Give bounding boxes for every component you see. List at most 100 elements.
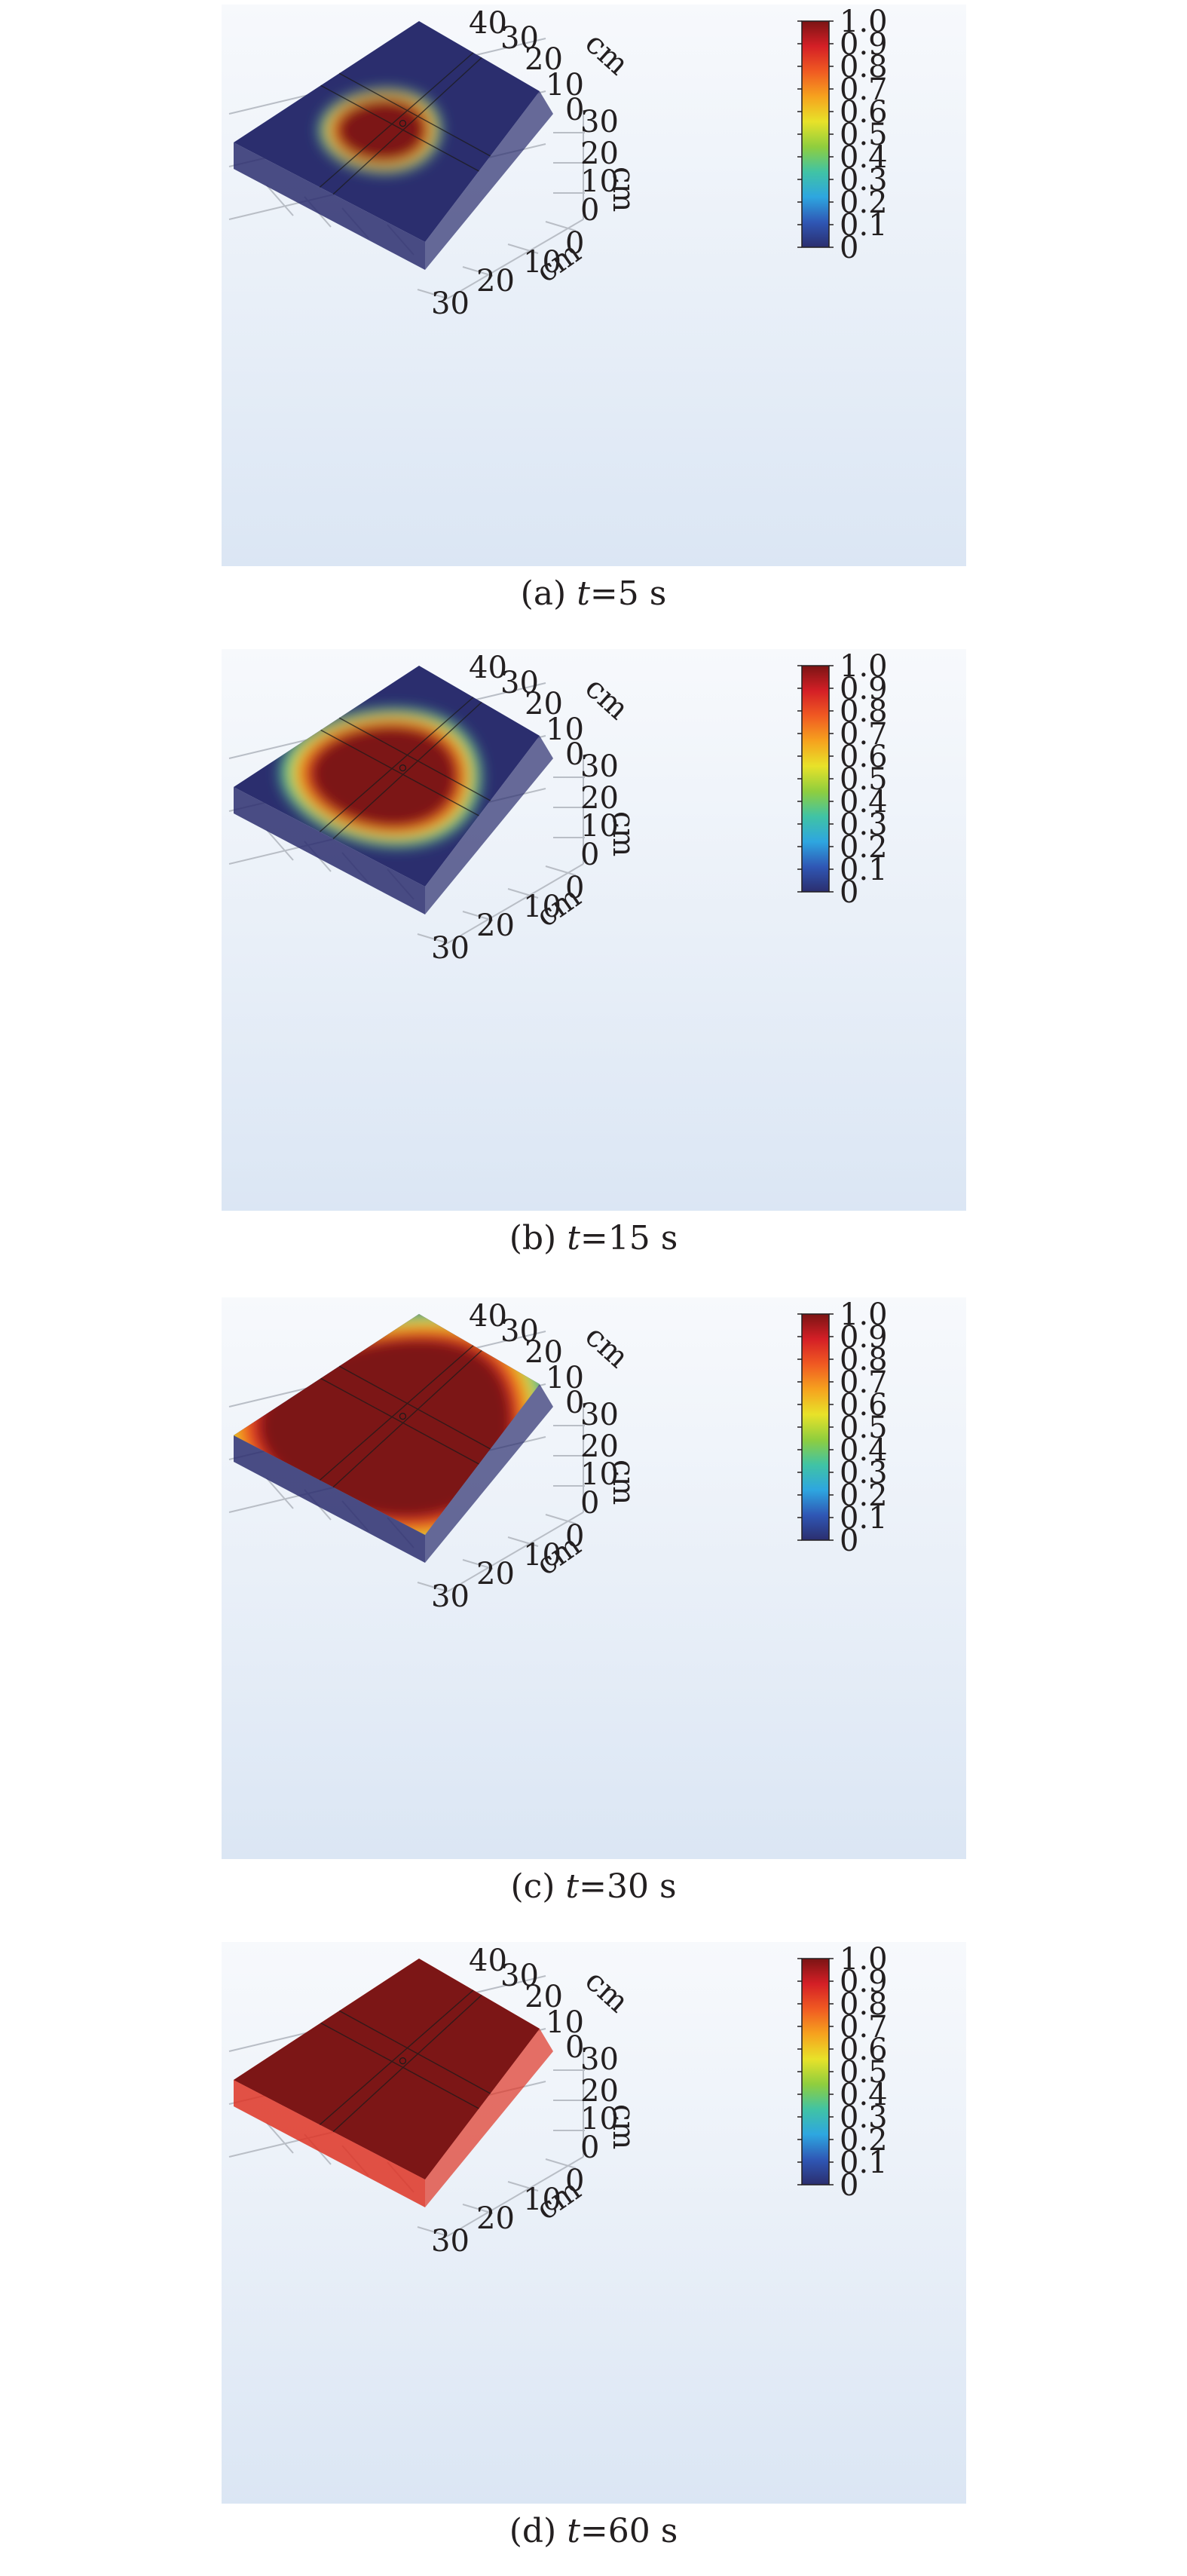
colorbar-tick-label: 0 (840, 875, 858, 910)
colorbar-tick-labels: 1.00.90.80.70.60.50.40.30.20.10 (797, 649, 888, 910)
y-axis-tick-label: 30 (500, 1314, 539, 1349)
plot-area-d: 40 30 20 10 0 30 20 10 0 30 20 10 0 cm cm cm 1.0 0.9 0.8 0.… (222, 1942, 966, 2504)
heatmap-plot-a: 40302010030201003020100cmcmcm1.00.90.80.… (222, 5, 966, 566)
colorbar-tick-label: 0.7 (840, 2010, 888, 2045)
grid-line (266, 185, 294, 216)
box-front-face (234, 2080, 425, 2207)
colorbar-tick-label: 0.7 (840, 72, 888, 107)
plot-area-c: 40 30 20 10 0 30 20 10 0 30 20 10 0 cm cm cm 1.0 0.9 0.8 0.… (222, 1297, 966, 1859)
colorbar (801, 1313, 830, 1541)
colorbar-tick-label: 0 (840, 1524, 858, 1558)
colorbar-tick-labels: 1.00.90.80.70.60.50.40.30.20.10 (797, 5, 888, 265)
caption-time-symbol: t (567, 2512, 580, 2550)
caption-prefix: (a) (520, 574, 577, 613)
panel-edge-line (332, 1994, 482, 2133)
box-front-face (234, 1435, 425, 1563)
x-axis-tick-label: 20 (476, 1557, 515, 1591)
grid-line (507, 888, 539, 899)
x-axis-tick-label: 10 (523, 1538, 561, 1573)
panel-edge-line (332, 1349, 482, 1488)
z-axis-tick-label: 10 (580, 164, 619, 199)
x-axis-tick-label: 0 (565, 1519, 584, 1554)
center-marker (399, 764, 407, 772)
x-axis-tick-label: 10 (523, 2182, 561, 2217)
grid-line (507, 1536, 539, 1547)
colorbar-tick-label: 0.4 (840, 1433, 888, 1468)
z-axis-tick-label: 10 (580, 1457, 619, 1492)
box-side-face (425, 1384, 553, 1563)
heatmap-plot-c: 40302010030201003020100cmcmcm1.00.90.80.… (222, 1297, 966, 1859)
box-front-face (234, 142, 425, 270)
heatmap-plot-b: 40302010030201003020100cmcmcm1.00.90.80.… (222, 649, 966, 1211)
y-axis-tick-label: 20 (525, 1335, 563, 1370)
x-axis-tick-label: 20 (476, 2201, 515, 2236)
colorbar-tick-label: 1.0 (840, 1942, 888, 1977)
concentration-contour (259, 1338, 513, 1519)
caption-time-value: =60 s (580, 2512, 678, 2550)
grid-line (266, 2122, 294, 2154)
grid-line (417, 933, 448, 944)
z-axis-label: cm (606, 811, 641, 856)
grid-line (507, 2181, 539, 2192)
colorbar-tick-label: 0.6 (840, 95, 888, 130)
caption-prefix: (d) (509, 2512, 567, 2550)
caption-prefix: (b) (509, 1219, 567, 1257)
panel-edge-line (338, 2010, 491, 2094)
caption-a: (a) t=5 s (0, 571, 1187, 617)
x-axis-tick-label: 0 (565, 871, 584, 905)
grid-line (545, 865, 577, 876)
colorbar-tick-label: 1.0 (840, 5, 888, 39)
colorbar-tick-label: 0.2 (840, 1478, 888, 1513)
caption-b: (b) t=15 s (0, 1216, 1187, 1261)
center-marker (399, 120, 407, 127)
panel-edges (319, 1989, 491, 2133)
caption-time-symbol: t (567, 1219, 580, 1257)
y-axis-tick-label: 10 (546, 1361, 584, 1395)
x-axis-tick-label: 10 (523, 245, 561, 280)
colorbar-tick-label: 0.4 (840, 2078, 888, 2112)
grid-line (545, 2158, 577, 2169)
colorbar-tick-label: 0 (840, 2168, 858, 2203)
center-marker (399, 1413, 407, 1420)
x-axis-tick-label: 30 (431, 1579, 470, 1614)
colorbar (801, 20, 830, 248)
grid-line (447, 863, 584, 944)
z-axis-label: cm (606, 1460, 641, 1505)
colorbar-tick-label: 0.1 (840, 2146, 888, 2180)
heatmap-plot-d: 40302010030201003020100cmcmcm1.00.90.80.… (222, 1942, 966, 2504)
colorbar-tick-label: 0.7 (840, 1365, 888, 1400)
colorbar-tick-label: 0.8 (840, 1343, 888, 1377)
colorbar (801, 665, 830, 893)
z-axis-tick-label: 0 (580, 1486, 599, 1521)
colorbar-tick-label: 1.0 (840, 649, 888, 684)
panel-edges (319, 697, 491, 840)
panel-edge-line (319, 697, 474, 832)
y-axis-tick-label: 0 (565, 1386, 584, 1420)
colorbar-tick-label: 0.1 (840, 853, 888, 887)
box-side-face (425, 2029, 553, 2207)
colorbar-tick-label: 0.5 (840, 762, 888, 797)
y-axis-tick-label: 10 (546, 2005, 584, 2040)
colorbar-tick-label: 0.2 (840, 830, 888, 865)
colorbar-tick-label: 0.4 (840, 140, 888, 175)
colorbar-tick-label: 0.8 (840, 1987, 888, 2022)
panel-b: 40 30 20 10 0 30 20 10 0 30 20 10 0 cm cm cm 1.0 0.9 0.8 0.… (0, 645, 1187, 1285)
colorbar-tick-label: 0.8 (840, 694, 888, 729)
colorbar-tick-label: 0.6 (840, 1388, 888, 1423)
grid-line (417, 1582, 448, 1592)
caption-time-value: =30 s (579, 1867, 677, 1906)
y-axis-tick-label: 40 (469, 1299, 507, 1334)
panel-edge-line (338, 717, 491, 801)
caption-time-value: =15 s (580, 1219, 678, 1257)
y-axis-tick-label: 30 (500, 1959, 539, 1993)
colorbar-tick-label: 0.2 (840, 2123, 888, 2158)
y-axis-tick-label: 30 (500, 666, 539, 700)
colorbar-tick-label: 0.4 (840, 785, 888, 819)
y-axis-tick-label: 20 (525, 42, 563, 77)
colorbar-tick-label: 0.5 (840, 118, 888, 152)
colorbar-tick-label: 0.1 (840, 1501, 888, 1536)
z-axis-tick-label: 20 (580, 1429, 619, 1464)
